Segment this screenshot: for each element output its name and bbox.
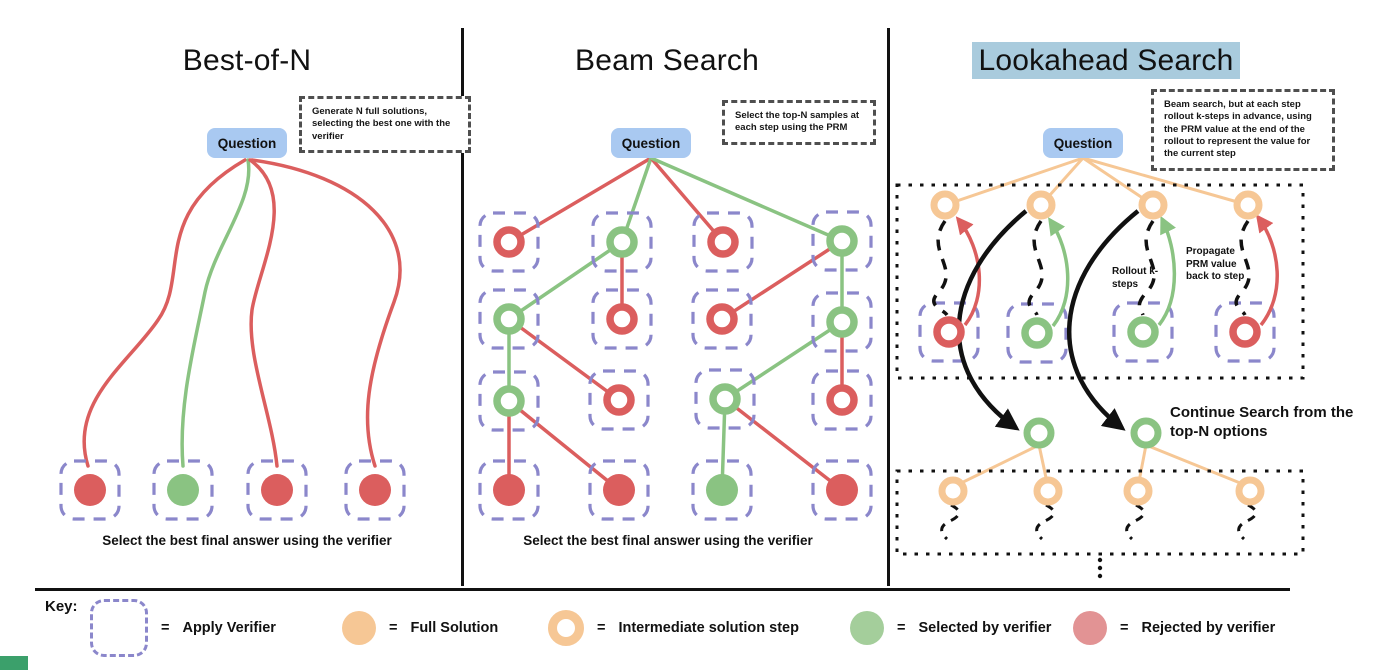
apply-verifier-icon bbox=[90, 599, 148, 657]
intermediate-step-icon bbox=[548, 610, 584, 646]
panel-divider-2 bbox=[887, 28, 890, 586]
caption-beam-search: Select the best final answer using the v… bbox=[523, 533, 813, 548]
key-divider bbox=[35, 588, 1290, 591]
panel-title-best-of-n: Best-of-N bbox=[182, 44, 312, 77]
caption-best-of-n: Select the best final answer using the v… bbox=[102, 533, 392, 548]
diagram-canvas bbox=[59, 156, 1305, 579]
full-solution-icon bbox=[342, 611, 376, 645]
panel-title-beam-search: Beam Search bbox=[575, 44, 759, 77]
equals-sign: = bbox=[389, 620, 398, 636]
corner-artifact bbox=[0, 656, 28, 670]
key-item-full-solution: = Full Solution bbox=[342, 599, 498, 657]
selected-by-verifier-icon bbox=[850, 611, 884, 645]
note-beam-search: Select the top-N samples at each step us… bbox=[722, 100, 876, 145]
note-lookahead: Beam search, but at each step rollout k-… bbox=[1151, 89, 1335, 171]
question-box-lookahead: Question bbox=[1043, 128, 1123, 158]
label-continue-search: Continue Search from the top-N options bbox=[1170, 404, 1354, 440]
rejected-by-verifier-icon bbox=[1073, 611, 1107, 645]
key-item-label: Intermediate solution step bbox=[618, 620, 799, 636]
question-box-beam-search: Question bbox=[611, 128, 691, 158]
key-item-apply-verifier: = Apply Verifier bbox=[90, 599, 276, 657]
panel-title-lookahead-search: Lookahead Search bbox=[888, 42, 1324, 79]
note-best-of-n: Generate N full solutions, selecting the… bbox=[299, 96, 471, 154]
key-item-label: Selected by verifier bbox=[918, 620, 1052, 636]
key-item-label: Apply Verifier bbox=[182, 620, 276, 636]
key-title: Key: bbox=[45, 598, 78, 615]
equals-sign: = bbox=[897, 620, 906, 636]
label-propagate-prm: Propagate PRM value back to step bbox=[1186, 246, 1245, 282]
label-rollout-k-steps: Rollout k-steps bbox=[1112, 266, 1159, 290]
equals-sign: = bbox=[597, 620, 606, 636]
title-highlight: Lookahead Search bbox=[972, 42, 1240, 79]
key-item-selected: = Selected by verifier bbox=[850, 599, 1051, 657]
panel-divider-1 bbox=[461, 28, 464, 586]
question-box-best-of-n: Question bbox=[207, 128, 287, 158]
key-item-rejected: = Rejected by verifier bbox=[1073, 599, 1275, 657]
key-item-label: Full Solution bbox=[410, 620, 499, 636]
equals-sign: = bbox=[161, 620, 170, 636]
equals-sign: = bbox=[1120, 620, 1129, 636]
key-item-label: Rejected by verifier bbox=[1141, 620, 1276, 636]
key-item-intermediate-step: = Intermediate solution step bbox=[548, 599, 799, 657]
